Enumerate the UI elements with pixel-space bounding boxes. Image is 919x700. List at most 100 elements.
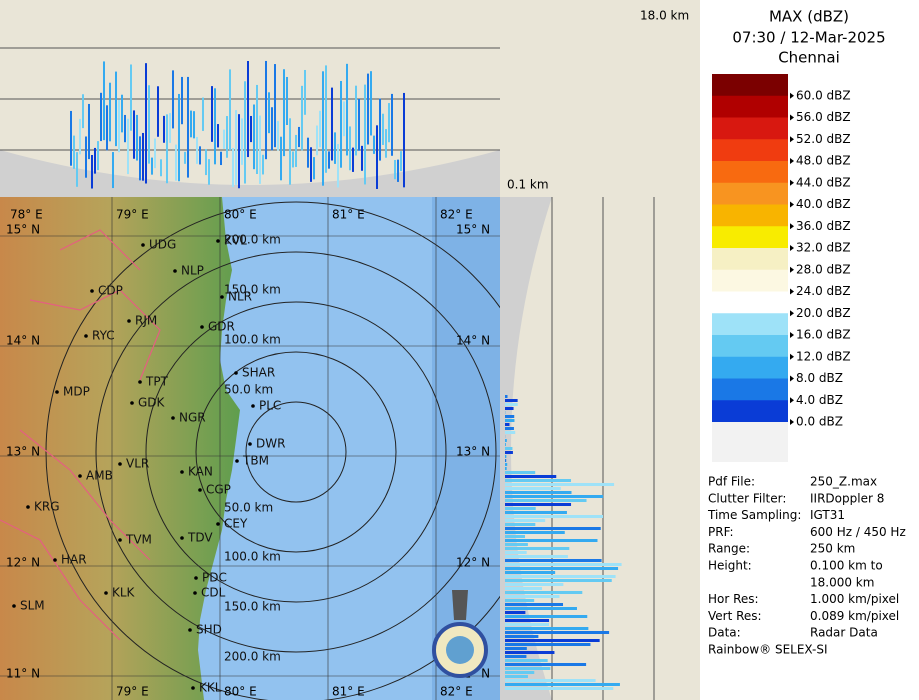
product-datetime: 07:30 / 12-Mar-2025: [732, 29, 885, 47]
echo: [505, 603, 564, 606]
echo: [505, 535, 526, 538]
echo: [505, 631, 610, 634]
info-value: 250 km: [810, 542, 855, 556]
echo: [358, 98, 360, 151]
echo: [127, 118, 129, 175]
latitude-label: 14° N: [456, 334, 490, 348]
echo: [145, 63, 147, 184]
city-dot: [55, 390, 59, 394]
legend-label: 8.0 dBZ: [796, 371, 843, 385]
echo: [172, 70, 174, 129]
legend-label: 12.0 dBZ: [796, 349, 851, 363]
longitude-label: 79° E: [116, 208, 149, 222]
echo: [154, 138, 156, 169]
legend-label: 16.0 dBZ: [796, 328, 851, 342]
info-label: Vert Res:: [708, 609, 762, 623]
city-dot: [171, 416, 175, 420]
echo: [283, 69, 285, 157]
legend-arrow: [790, 245, 794, 251]
echo: [97, 141, 99, 171]
echo: [505, 407, 514, 410]
city-label: SHAR: [242, 366, 275, 380]
range-ring: [245, 401, 347, 503]
echo: [325, 65, 327, 173]
echo: [280, 136, 282, 181]
echo: [505, 415, 515, 418]
echo: [223, 129, 225, 149]
info-value: 0.089 km/pixel: [810, 609, 899, 623]
echo: [298, 126, 300, 148]
echo: [178, 93, 180, 182]
echo: [184, 151, 186, 164]
city-dot: [12, 604, 16, 608]
legend-swatch: [712, 356, 788, 379]
echo: [82, 94, 84, 129]
echo: [136, 114, 138, 161]
city-dot: [216, 239, 220, 243]
echo: [259, 115, 261, 184]
echo: [316, 125, 318, 156]
echo: [373, 135, 375, 154]
echo: [244, 81, 246, 184]
legend-label: 32.0 dBZ: [796, 241, 851, 255]
land: [0, 197, 240, 700]
echo: [505, 539, 598, 542]
echo: [109, 82, 111, 142]
city-label: NLP: [181, 264, 204, 278]
city-label: PDC: [202, 571, 227, 585]
info-value: 250_Z.max: [810, 475, 877, 489]
map: [0, 197, 500, 700]
info-value: 0.100 km to: [810, 559, 883, 573]
height-max-label: 18.0 km: [640, 9, 689, 23]
echo: [400, 151, 402, 172]
city-label: TPT: [145, 375, 169, 389]
legend-swatch: [712, 95, 788, 118]
range-label: 100.0 km: [224, 333, 281, 347]
legend-arrow: [790, 419, 794, 425]
city-label: MDP: [63, 385, 90, 399]
echo: [247, 61, 249, 158]
echo: [361, 145, 363, 171]
echo: [121, 94, 123, 133]
echo: [190, 110, 192, 138]
lat-lon-grid: [0, 197, 500, 700]
echo: [505, 643, 591, 646]
right-profile-echoes: [505, 395, 622, 690]
city-label: PLC: [259, 399, 281, 413]
echo: [160, 159, 162, 177]
legend-arrow: [790, 288, 794, 295]
latitude-label: 12° N: [456, 556, 490, 570]
top-profile-ground: [0, 150, 500, 197]
color-legend: 60.0 dBZ 56.0 dBZ 52.0 dBZ 48.0 dBZ 44.0 dBZ…: [712, 74, 851, 462]
legend-arrow: [790, 92, 794, 99]
latitude-label: 11° N: [6, 667, 40, 681]
echo: [505, 635, 539, 638]
echo: [334, 132, 336, 164]
echo: [505, 395, 508, 398]
city-label: UDG: [149, 238, 176, 252]
echo: [103, 61, 105, 141]
echo: [199, 146, 201, 165]
city-label: SHD: [196, 623, 222, 637]
echo: [112, 152, 114, 189]
info-label: Time Sampling:: [707, 508, 801, 522]
echo: [328, 151, 330, 169]
echo: [214, 88, 216, 165]
echo: [106, 105, 108, 151]
echo: [238, 114, 240, 189]
echo: [355, 85, 357, 156]
legend-swatch: [712, 204, 788, 227]
city-label: CDP: [98, 284, 123, 298]
echo: [505, 459, 507, 462]
echo: [289, 118, 291, 185]
echo: [76, 152, 78, 187]
echo: [505, 583, 564, 586]
city-label: SLM: [20, 599, 45, 613]
footer: Rainbow® SELEX-SI: [708, 643, 828, 657]
echo: [295, 134, 297, 167]
echo: [265, 60, 267, 160]
echo: [505, 479, 572, 482]
city-dot: [248, 442, 252, 446]
city-label: NGR: [179, 411, 206, 425]
city-label: TDV: [187, 531, 213, 545]
